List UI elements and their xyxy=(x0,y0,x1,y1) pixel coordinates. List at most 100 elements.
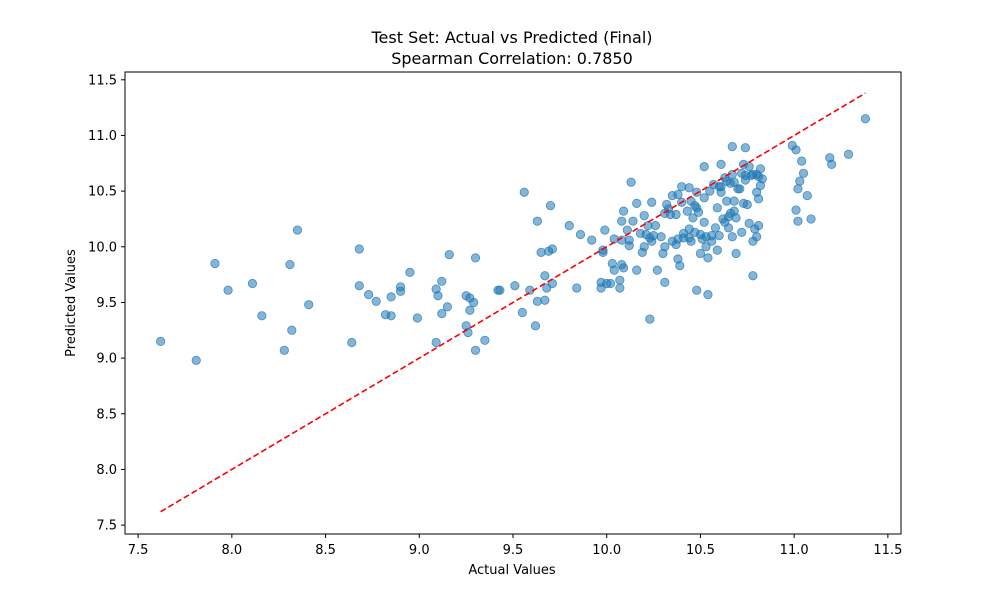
data-point xyxy=(639,242,649,252)
data-point xyxy=(752,232,762,242)
data-point xyxy=(257,311,267,321)
data-point xyxy=(798,168,809,178)
data-point xyxy=(671,209,681,220)
y-tick-label: 10.0 xyxy=(88,240,117,255)
data-point xyxy=(540,271,550,281)
data-point xyxy=(744,218,754,228)
y-tick-label: 9.5 xyxy=(96,296,117,311)
data-point xyxy=(748,271,758,281)
data-point xyxy=(701,242,711,252)
data-point xyxy=(304,300,314,310)
y-tick-label: 11.0 xyxy=(88,129,117,144)
data-point xyxy=(699,193,709,203)
data-point xyxy=(677,182,687,192)
data-point xyxy=(247,278,258,289)
data-point xyxy=(536,247,546,257)
data-point xyxy=(618,263,629,273)
data-point xyxy=(727,232,737,242)
data-point xyxy=(532,296,542,306)
data-point xyxy=(727,141,737,152)
data-point xyxy=(716,182,726,192)
data-point xyxy=(723,223,734,233)
data-point xyxy=(688,213,698,223)
data-point xyxy=(615,283,625,293)
data-point xyxy=(860,114,870,124)
data-point xyxy=(285,259,295,270)
data-point xyxy=(742,199,752,210)
data-point xyxy=(545,200,556,211)
data-point xyxy=(540,295,550,305)
data-point xyxy=(287,325,297,335)
data-point xyxy=(519,187,529,197)
x-tick-label: 11.5 xyxy=(873,543,902,558)
data-point xyxy=(795,176,805,186)
y-tick-label: 8.0 xyxy=(96,463,117,478)
x-tick-label: 8.5 xyxy=(315,543,336,558)
y-axis-label: Predicted Values xyxy=(64,249,79,357)
x-tick-label: 11.0 xyxy=(780,543,809,558)
y-tick-label: 9.0 xyxy=(96,352,117,367)
data-point xyxy=(442,302,452,312)
x-tick-label: 7.5 xyxy=(128,543,149,558)
data-point xyxy=(626,177,636,187)
data-point xyxy=(793,216,803,226)
data-point xyxy=(656,232,666,242)
data-point xyxy=(740,143,751,153)
data-point xyxy=(605,278,616,289)
data-point xyxy=(617,216,627,226)
data-point xyxy=(675,261,685,271)
data-point xyxy=(628,216,638,226)
x-axis: 7.5 8.0 8.5 9.0 9.5 10.0 10.5 11.0 11.5 xyxy=(128,534,902,558)
data-point xyxy=(660,277,670,287)
plot-area xyxy=(156,92,870,513)
data-point xyxy=(615,275,625,285)
data-point xyxy=(371,296,381,306)
data-point xyxy=(347,337,357,348)
x-tick-label: 9.5 xyxy=(503,543,524,558)
data-point xyxy=(156,336,166,347)
data-point xyxy=(660,242,670,252)
data-point xyxy=(791,145,801,155)
data-point xyxy=(395,282,406,292)
x-tick-label: 9.0 xyxy=(409,543,430,558)
chart-subtitle: Spearman Correlation: 0.7850 xyxy=(391,49,633,68)
data-point xyxy=(692,285,702,295)
data-point xyxy=(532,216,542,226)
data-point xyxy=(517,307,527,318)
data-point xyxy=(712,203,722,213)
data-point xyxy=(753,194,764,204)
data-point xyxy=(682,206,692,216)
data-point xyxy=(755,164,766,174)
data-point xyxy=(793,184,803,194)
data-point xyxy=(632,265,642,275)
data-point xyxy=(791,205,801,215)
data-point xyxy=(622,225,632,235)
data-point xyxy=(609,265,619,275)
y-tick-label: 10.5 xyxy=(88,185,117,200)
data-point xyxy=(386,292,396,302)
y-axis: 7.5 8.0 8.5 9.0 9.5 10.0 10.5 11.0 11.5 xyxy=(88,73,125,534)
data-point xyxy=(564,221,574,231)
data-point xyxy=(686,236,696,246)
data-point xyxy=(827,159,837,169)
data-point xyxy=(575,229,586,240)
data-point xyxy=(650,221,661,231)
data-point xyxy=(673,189,683,200)
data-point xyxy=(412,313,423,323)
data-point xyxy=(469,297,479,308)
data-point xyxy=(716,159,726,169)
data-point xyxy=(744,162,754,172)
data-point xyxy=(731,213,741,223)
data-point xyxy=(495,285,505,295)
data-point xyxy=(292,225,303,235)
data-point xyxy=(684,183,694,193)
data-point xyxy=(210,258,220,269)
data-point xyxy=(470,253,481,263)
data-point xyxy=(737,227,747,237)
data-point xyxy=(223,285,233,295)
data-point xyxy=(843,149,854,159)
data-point xyxy=(433,291,443,301)
data-point xyxy=(470,345,481,355)
data-point xyxy=(648,231,659,241)
